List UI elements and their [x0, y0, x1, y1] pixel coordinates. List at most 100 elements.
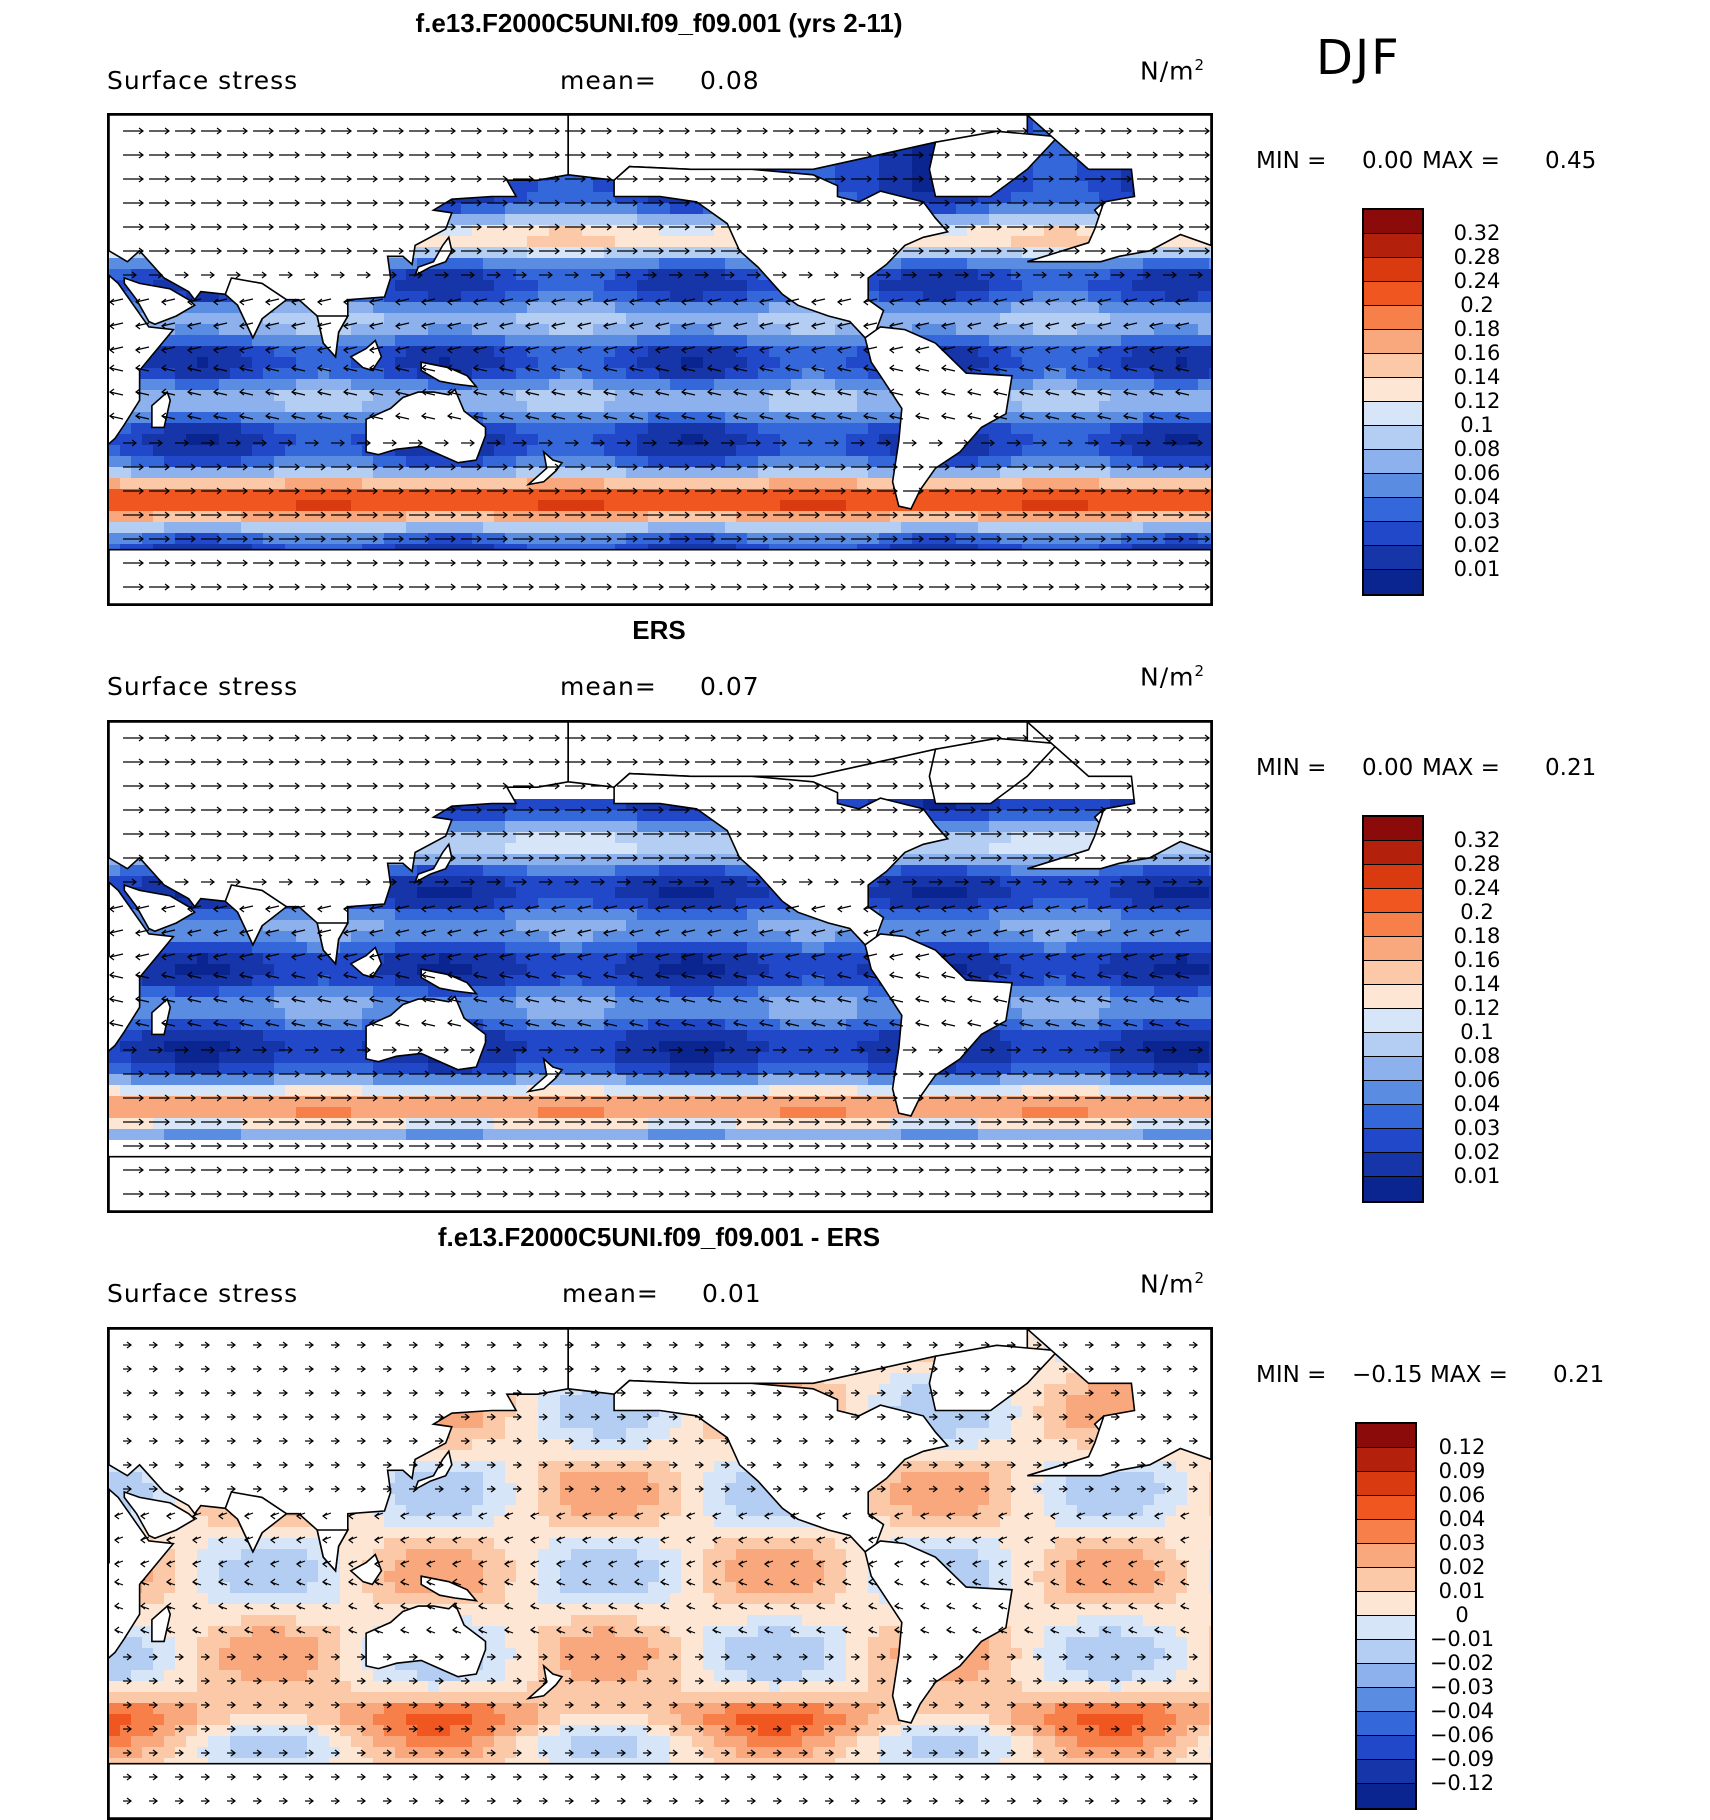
landmass-borneo — [349, 1553, 383, 1586]
stress-vector — [265, 929, 280, 934]
colorbar-swatch — [1364, 378, 1422, 402]
stress-vector — [577, 391, 592, 396]
stress-vector — [707, 415, 722, 420]
stress-vector — [993, 998, 1008, 1003]
colorbar-swatch — [1364, 210, 1422, 234]
colorbar-swatch — [1364, 570, 1422, 594]
landmass-india — [224, 884, 288, 947]
stress-vector — [239, 974, 254, 979]
stress-vector — [655, 974, 670, 979]
stress-vector — [239, 953, 254, 958]
stress-vector — [993, 367, 1008, 372]
stress-vector — [265, 905, 280, 910]
stress-vector — [265, 346, 280, 351]
stress-vector — [915, 998, 930, 1003]
colorbar-swatch — [1357, 1616, 1415, 1640]
stress-vector — [681, 905, 696, 910]
stress-vector — [473, 415, 488, 420]
stress-vector — [1149, 905, 1164, 910]
stress-vector — [655, 415, 670, 420]
stress-vector — [629, 346, 644, 351]
stress-vector — [421, 974, 436, 979]
landmass-nz — [525, 449, 564, 486]
panel-2-variable: Surface stress — [107, 672, 299, 701]
stress-vector — [109, 367, 124, 372]
stress-vector — [993, 1022, 1008, 1027]
stress-vector — [681, 1022, 696, 1027]
stress-vector — [577, 1022, 592, 1027]
stress-vector — [629, 974, 644, 979]
stress-vector — [707, 367, 722, 372]
stress-vector — [915, 391, 930, 396]
stress-vector — [759, 929, 774, 934]
colorbar-swatch — [1364, 234, 1422, 258]
panel-2-max-value: 0.21 — [1545, 755, 1597, 781]
stress-vector — [707, 905, 722, 910]
stress-vector — [447, 1022, 462, 1027]
stress-vector — [1097, 367, 1112, 372]
stress-vector — [395, 367, 410, 372]
colorbar-tick-label: −0.12 — [1429, 1771, 1495, 1795]
stress-vector — [1071, 1022, 1086, 1027]
stress-vector — [759, 953, 774, 958]
stress-vector — [499, 346, 514, 351]
colorbar-swatch — [1357, 1496, 1415, 1520]
stress-vector — [863, 298, 878, 303]
stress-vector — [395, 415, 410, 420]
colorbar-swatch — [1357, 1664, 1415, 1688]
landmass-namerica2 — [613, 1379, 950, 1553]
stress-vector — [1123, 391, 1138, 396]
stress-vector — [1123, 998, 1138, 1003]
colorbar-tick-label: 0.04 — [1453, 1092, 1501, 1116]
panel-2-mean-label: mean= — [560, 672, 657, 701]
stress-vector — [629, 415, 644, 420]
stress-vector — [213, 1022, 228, 1027]
stress-vector — [1123, 346, 1138, 351]
stress-vector — [993, 929, 1008, 934]
stress-vector — [317, 346, 332, 351]
stress-vector — [161, 905, 176, 910]
stress-vector — [941, 974, 956, 979]
stress-vector — [1019, 1022, 1034, 1027]
stress-vector — [135, 974, 150, 979]
colorbar-swatch — [1357, 1544, 1415, 1568]
stress-vector — [889, 974, 904, 979]
colorbar-swatch — [1364, 961, 1422, 985]
stress-vector — [1071, 905, 1086, 910]
stress-vector — [889, 415, 904, 420]
stress-map-svg — [109, 115, 1211, 604]
stress-vector — [655, 929, 670, 934]
stress-vector — [577, 953, 592, 958]
stress-vector — [681, 998, 696, 1003]
colorbar-tick-label: 0.04 — [1438, 1507, 1486, 1531]
colorbar-swatch — [1357, 1784, 1415, 1808]
stress-vector — [525, 346, 540, 351]
stress-vector — [343, 953, 358, 958]
stress-vector — [499, 953, 514, 958]
stress-vector — [837, 998, 852, 1003]
colorbar-tick-label: 0.24 — [1453, 876, 1501, 900]
stress-vector — [967, 298, 982, 303]
stress-vector — [1045, 298, 1060, 303]
stress-vector — [577, 298, 592, 303]
stress-vector — [759, 974, 774, 979]
stress-vector — [837, 953, 852, 958]
colorbar-tick-label: −0.02 — [1429, 1651, 1495, 1675]
stress-vector — [889, 1022, 904, 1027]
stress-map-svg — [109, 1329, 1211, 1818]
stress-vector — [889, 367, 904, 372]
stress-vector — [1149, 298, 1164, 303]
stress-vector — [525, 415, 540, 420]
colorbar-tick-label: 0.02 — [1453, 533, 1501, 557]
stress-vector — [291, 391, 306, 396]
stress-vector — [1045, 1022, 1060, 1027]
stress-vector — [421, 998, 436, 1003]
stress-vector — [1045, 367, 1060, 372]
stress-vector — [239, 905, 254, 910]
stress-vector — [1097, 1022, 1112, 1027]
stress-vector — [525, 905, 540, 910]
colorbar-tick-label: −0.01 — [1429, 1627, 1495, 1651]
stress-vector — [551, 953, 566, 958]
stress-vector — [343, 346, 358, 351]
stress-vector — [213, 322, 228, 327]
